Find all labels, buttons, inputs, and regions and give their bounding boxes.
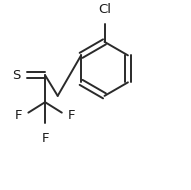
Text: F: F <box>68 109 75 122</box>
Text: Cl: Cl <box>98 3 111 16</box>
Text: F: F <box>41 132 49 145</box>
Text: F: F <box>15 109 23 122</box>
Text: S: S <box>12 69 21 82</box>
